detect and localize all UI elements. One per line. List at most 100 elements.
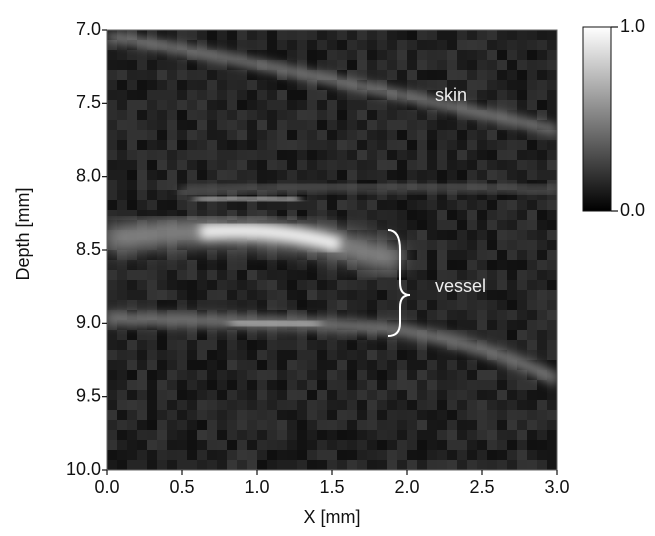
speckle	[487, 320, 497, 330]
speckle	[397, 200, 407, 210]
speckle	[457, 380, 467, 390]
speckle	[327, 430, 337, 440]
speckle	[157, 50, 167, 60]
speckle	[317, 210, 327, 220]
speckle	[217, 330, 227, 340]
speckle	[447, 160, 457, 170]
speckle	[127, 40, 137, 50]
speckle	[277, 70, 287, 80]
speckle	[317, 220, 327, 230]
speckle	[437, 140, 447, 150]
speckle	[417, 140, 427, 150]
speckle	[377, 270, 387, 280]
speckle	[477, 330, 487, 340]
speckle	[507, 240, 517, 250]
speckle	[417, 210, 427, 220]
speckle	[227, 200, 237, 210]
speckle	[257, 70, 267, 80]
speckle	[357, 120, 367, 130]
speckle	[337, 200, 347, 210]
speckle	[317, 40, 327, 50]
speckle	[547, 140, 557, 150]
speckle	[467, 30, 477, 40]
speckle	[157, 140, 167, 150]
speckle	[537, 220, 547, 230]
speckle	[157, 370, 167, 380]
speckle	[117, 150, 127, 160]
speckle	[237, 110, 247, 120]
speckle	[197, 440, 207, 450]
speckle	[247, 350, 257, 360]
speckle	[407, 430, 417, 440]
speckle	[477, 140, 487, 150]
speckle	[197, 410, 207, 420]
speckle	[167, 260, 177, 270]
speckle	[407, 110, 417, 120]
speckle	[167, 160, 177, 170]
speckle	[507, 200, 517, 210]
speckle	[217, 390, 227, 400]
speckle	[417, 30, 427, 40]
speckle	[117, 200, 127, 210]
speckle	[297, 270, 307, 280]
speckle	[237, 420, 247, 430]
speckle	[397, 260, 407, 270]
speckle	[137, 330, 147, 340]
speckle	[167, 390, 177, 400]
speckle	[407, 460, 417, 470]
speckle	[367, 420, 377, 430]
speckle	[137, 160, 147, 170]
speckle	[437, 50, 447, 60]
speckle	[127, 420, 137, 430]
speckle	[357, 70, 367, 80]
speckle	[317, 130, 327, 140]
speckle	[247, 90, 257, 100]
speckle	[427, 30, 437, 40]
speckle	[327, 440, 337, 450]
speckle	[367, 430, 377, 440]
speckle	[397, 60, 407, 70]
speckle	[217, 160, 227, 170]
speckle	[527, 270, 537, 280]
speckle	[347, 190, 357, 200]
speckle	[537, 150, 547, 160]
speckle	[487, 40, 497, 50]
speckle	[397, 50, 407, 60]
speckle	[417, 250, 427, 260]
speckle	[537, 60, 547, 70]
speckle	[217, 260, 227, 270]
speckle	[487, 30, 497, 40]
speckle	[157, 70, 167, 80]
speckle	[387, 310, 397, 320]
speckle	[187, 300, 197, 310]
speckle	[437, 150, 447, 160]
speckle	[497, 150, 507, 160]
speckle	[237, 330, 247, 340]
speckle	[117, 140, 127, 150]
speckle	[307, 360, 317, 370]
speckle	[537, 350, 547, 360]
speckle	[537, 380, 547, 390]
speckle	[457, 140, 467, 150]
speckle	[287, 260, 297, 270]
speckle	[327, 350, 337, 360]
speckle	[297, 310, 307, 320]
speckle	[427, 140, 437, 150]
speckle	[277, 390, 287, 400]
speckle	[227, 430, 237, 440]
speckle	[397, 430, 407, 440]
speckle	[217, 80, 227, 90]
speckle	[267, 330, 277, 340]
speckle	[347, 150, 357, 160]
speckle	[127, 190, 137, 200]
speckle	[517, 410, 527, 420]
speckle	[247, 410, 257, 420]
speckle	[307, 170, 317, 180]
speckle	[457, 440, 467, 450]
speckle	[257, 300, 267, 310]
speckle	[357, 360, 367, 370]
speckle	[357, 380, 367, 390]
speckle	[347, 440, 357, 450]
speckle	[207, 430, 217, 440]
speckle	[537, 180, 547, 190]
